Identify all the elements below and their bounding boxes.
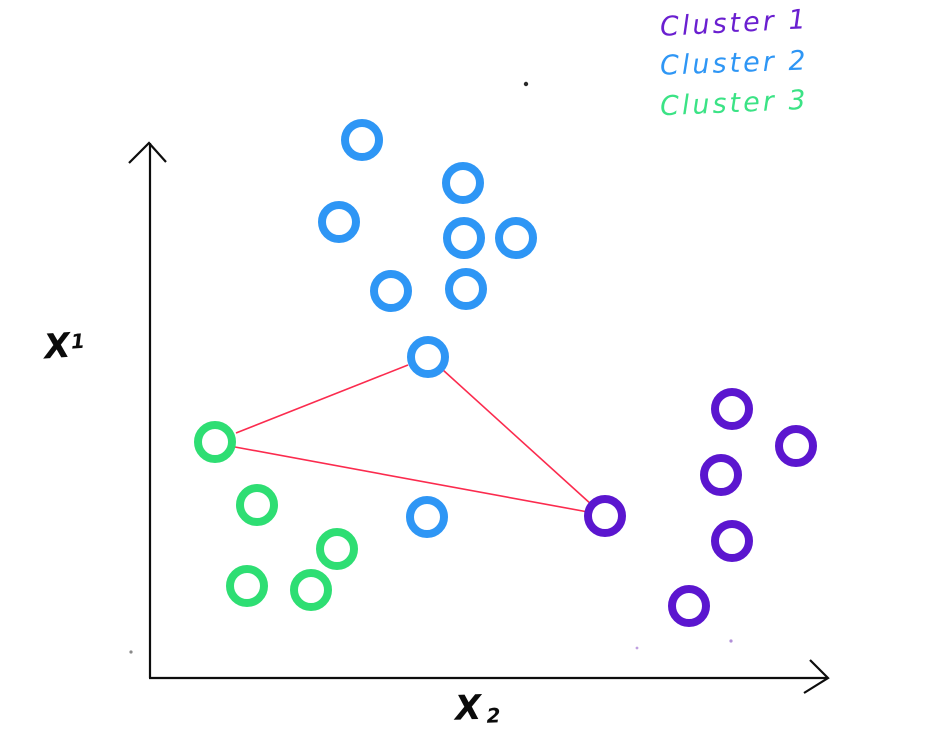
legend-item-cluster-2: Cluster 2 xyxy=(659,45,810,82)
data-point-cluster-1 xyxy=(711,388,753,430)
data-point-cluster-3 xyxy=(226,565,268,607)
data-point-cluster-3 xyxy=(236,484,278,526)
data-point-cluster-2 xyxy=(442,162,484,204)
y-axis-arrow-icon xyxy=(128,141,167,164)
x-axis-label-sub: 2 xyxy=(486,703,502,728)
data-point-cluster-2 xyxy=(445,268,487,310)
ink-speck xyxy=(129,650,133,654)
data-point-cluster-3 xyxy=(316,528,358,570)
data-point-cluster-1 xyxy=(711,520,753,562)
data-point-cluster-2 xyxy=(318,201,360,243)
data-point-cluster-1 xyxy=(700,454,742,496)
data-point-cluster-2 xyxy=(341,119,383,161)
cluster-connection-line xyxy=(234,446,589,513)
data-point-cluster-3 xyxy=(290,569,332,611)
data-point-cluster-2 xyxy=(443,217,485,259)
legend-item-cluster-1: Cluster 1 xyxy=(659,4,810,43)
ink-speck xyxy=(729,639,733,643)
data-point-cluster-1 xyxy=(775,425,817,467)
data-point-cluster-2 xyxy=(407,336,449,378)
data-point-cluster-2 xyxy=(406,496,448,538)
legend: Cluster 1 Cluster 2 Cluster 3 xyxy=(659,4,810,123)
cluster-connection-line xyxy=(235,364,409,434)
legend-item-cluster-3: Cluster 3 xyxy=(659,84,810,123)
ink-speck xyxy=(635,646,639,650)
y-axis-label: X1 xyxy=(43,325,88,368)
y-axis-label-sub: 1 xyxy=(70,328,87,354)
cluster-connection-line xyxy=(442,369,593,506)
data-point-cluster-3 xyxy=(194,421,236,463)
data-point-cluster-2 xyxy=(495,217,537,259)
y-axis-label-base: X xyxy=(42,325,73,368)
ink-speck xyxy=(523,81,529,87)
x-axis-arrow-icon xyxy=(803,659,830,694)
data-point-cluster-2 xyxy=(370,270,412,312)
data-point-cluster-1 xyxy=(668,585,710,627)
data-point-cluster-1 xyxy=(584,495,626,537)
x-axis-label-base: X xyxy=(454,687,483,729)
